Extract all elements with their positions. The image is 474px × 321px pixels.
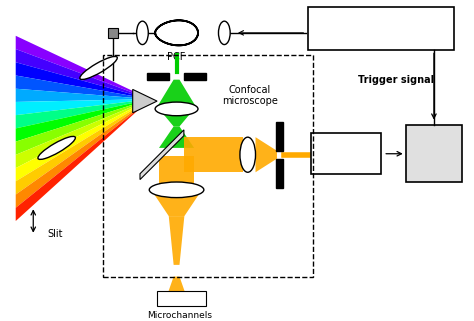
Polygon shape [159, 109, 194, 126]
Polygon shape [16, 99, 150, 168]
Bar [103, 55, 313, 277]
Bar [311, 133, 381, 174]
Polygon shape [16, 49, 150, 99]
Polygon shape [133, 90, 157, 113]
Polygon shape [159, 156, 194, 187]
Polygon shape [16, 99, 150, 195]
Text: Microchannels: Microchannels [147, 311, 212, 320]
Polygon shape [184, 137, 243, 172]
Text: Trigger signal: Trigger signal [358, 75, 434, 85]
Ellipse shape [38, 136, 75, 160]
Polygon shape [16, 99, 150, 181]
Ellipse shape [155, 102, 198, 116]
Bar [276, 122, 283, 151]
Polygon shape [16, 89, 150, 102]
Text: PMT: PMT [333, 149, 360, 159]
Text: PCF: PCF [167, 52, 186, 62]
Polygon shape [16, 99, 150, 128]
Polygon shape [167, 277, 186, 296]
Polygon shape [16, 99, 150, 208]
Bar [406, 126, 462, 182]
Polygon shape [16, 36, 150, 99]
Polygon shape [157, 80, 196, 107]
Text: Ti:sapphire
800 nm,  120 fs: Ti:sapphire 800 nm, 120 fs [336, 18, 427, 40]
Ellipse shape [219, 21, 230, 45]
Polygon shape [16, 99, 150, 221]
Polygon shape [16, 75, 150, 99]
Bar [184, 73, 206, 80]
Bar [147, 73, 169, 80]
Polygon shape [16, 99, 150, 142]
Bar [109, 28, 118, 38]
Bar [308, 6, 455, 50]
Bar [276, 159, 283, 188]
Text: Confocal
microscope: Confocal microscope [222, 84, 278, 106]
Polygon shape [16, 99, 150, 155]
Polygon shape [140, 130, 184, 179]
Polygon shape [255, 137, 277, 172]
Text: TCSPC
card: TCSPC card [415, 143, 453, 165]
Ellipse shape [149, 182, 204, 198]
Polygon shape [16, 99, 150, 115]
Ellipse shape [240, 137, 255, 172]
Polygon shape [16, 62, 150, 99]
Bar [157, 291, 206, 306]
Ellipse shape [80, 56, 117, 80]
Text: Slit: Slit [47, 229, 63, 239]
Polygon shape [151, 190, 202, 216]
Ellipse shape [137, 21, 148, 45]
Polygon shape [169, 216, 184, 265]
Polygon shape [159, 126, 194, 148]
